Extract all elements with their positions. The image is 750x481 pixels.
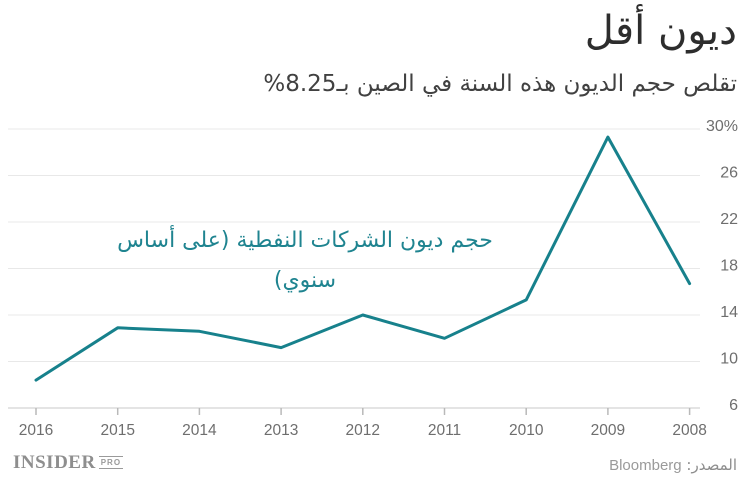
y-tick-label: 22 — [720, 211, 738, 228]
insider-pro-logo: INSIDER PRO — [13, 452, 124, 474]
x-tick-label: 2009 — [591, 422, 625, 439]
chart-subtitle: تقلص حجم الديون هذه السنة في الصين بـ8.2… — [263, 71, 737, 97]
source-credit: المصدر: Bloomberg — [609, 456, 737, 474]
x-tick-label: 2015 — [100, 422, 134, 439]
x-tick-label: 2011 — [428, 422, 461, 439]
x-tick-label: 2014 — [182, 422, 217, 439]
x-tick-label: 2013 — [264, 422, 298, 439]
y-tick-label: 18 — [720, 258, 738, 275]
logo-pro-badge: PRO — [98, 456, 124, 469]
y-tick-label: 10 — [720, 351, 738, 368]
debt-series-line — [34, 135, 692, 382]
debt-line-chart: 30% 26 22 18 14 10 6 2016 2015 2014 2013 2012 2011 20… — [8, 118, 738, 439]
logo-insider-text: INSIDER — [13, 452, 96, 473]
source-value: Bloomberg — [609, 457, 682, 474]
y-tick-label: 26 — [720, 165, 738, 182]
x-tick-label: 2012 — [346, 422, 380, 439]
y-tick-label: 14 — [720, 304, 738, 321]
x-tick-label: 2010 — [509, 422, 544, 439]
y-tick-label: 30% — [706, 118, 738, 135]
series-annotation-label: حجم ديون الشركات النفطية (على أساس سنوي) — [117, 228, 493, 293]
x-tick-label: 2016 — [19, 422, 53, 439]
source-label: المصدر: — [686, 456, 737, 474]
x-tick-label: 2008 — [672, 422, 706, 439]
page-title: ديون أقل — [584, 8, 737, 54]
y-tick-label: 6 — [729, 397, 738, 414]
